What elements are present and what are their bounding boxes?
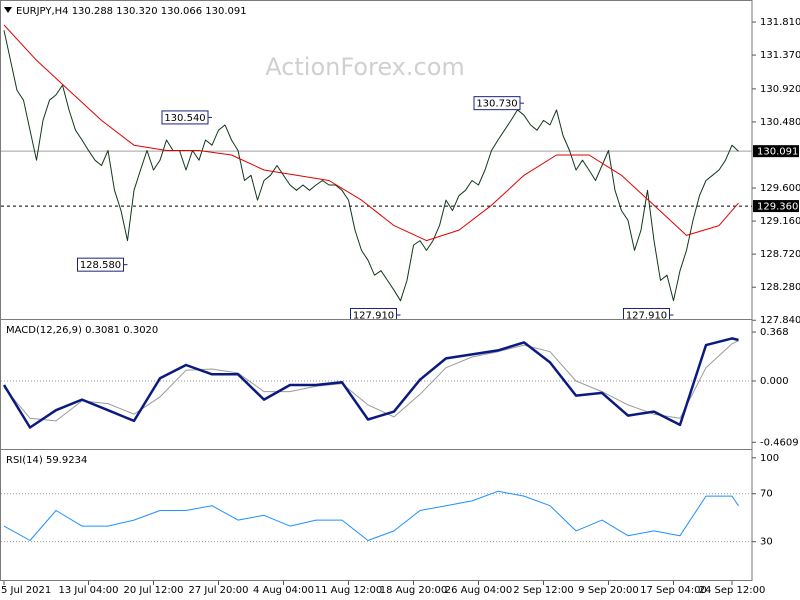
x-tick-label: 4 Aug 04:00 — [253, 585, 314, 596]
price-label: 130.091 — [757, 147, 798, 158]
annotation-label: 128.580 — [80, 260, 121, 271]
y-tick-label: 129.600 — [760, 183, 800, 194]
y-tick-label: -0.4609 — [760, 437, 799, 448]
x-tick-label: 11 Aug 12:00 — [315, 585, 382, 596]
x-tick-label: 18 Aug 20:00 — [380, 585, 447, 596]
panel-title: MACD(12,26,9) 0.3081 0.3020 — [6, 325, 158, 336]
header-icon — [4, 7, 12, 13]
annotation: 130.540 — [161, 110, 212, 125]
series-line — [3, 490, 739, 541]
panel-frame — [0, 319, 753, 451]
x-tick-label: 9 Sep 20:00 — [578, 585, 638, 596]
y-tick-label: 100 — [760, 453, 779, 464]
annotation: 130.730 — [473, 96, 524, 111]
x-tick-label: 20 Jul 12:00 — [124, 585, 184, 596]
panel-title: RSI(14) 59.9234 — [6, 455, 87, 466]
y-tick-label: 131.370 — [760, 50, 800, 61]
panel-title: EURJPY,H4 130.288 130.320 130.066 130.09… — [16, 6, 247, 17]
y-tick-label: 30 — [760, 537, 773, 548]
y-tick-label: 0.000 — [760, 376, 789, 387]
x-tick-label: 27 Jul 20:00 — [189, 585, 249, 596]
price-label-box — [753, 200, 799, 213]
watermark: ActionForex.com — [265, 53, 465, 81]
y-tick-label: 130.920 — [760, 84, 800, 95]
x-tick-label: 17 Sep 04:00 — [640, 585, 707, 596]
series-line — [3, 340, 739, 422]
y-tick-label: 130.480 — [760, 117, 800, 128]
y-tick-label: 70 — [760, 489, 773, 500]
x-tick-label: 26 Aug 04:00 — [445, 585, 512, 596]
y-tick-label: 0.368 — [760, 327, 789, 338]
annotation-label: 127.910 — [353, 310, 394, 321]
price-label-box — [753, 145, 799, 158]
annotation-label: 130.540 — [164, 113, 205, 124]
y-tick-label: 128.280 — [760, 282, 800, 293]
x-tick-label: 5 Jul 2021 — [1, 585, 51, 596]
panel-frame — [0, 0, 753, 322]
series-line — [2, 337, 739, 429]
y-tick-label: 127.840 — [760, 315, 800, 326]
series-line — [3, 24, 739, 242]
x-tick-label: 13 Jul 04:00 — [59, 585, 119, 596]
x-tick-label: 24 Sep 12:00 — [699, 585, 766, 596]
annotation: 128.580 — [77, 257, 128, 272]
series-line — [3, 30, 739, 302]
price-label: 129.360 — [757, 202, 798, 213]
y-tick-label: 131.810 — [760, 17, 800, 28]
panel-frame — [0, 449, 753, 581]
y-tick-label: 128.720 — [760, 249, 800, 260]
y-tick-label: 129.160 — [760, 216, 800, 227]
annotation-label: 130.730 — [476, 99, 517, 110]
x-tick-label: 2 Sep 12:00 — [513, 585, 573, 596]
annotation-label: 127.910 — [626, 310, 667, 321]
